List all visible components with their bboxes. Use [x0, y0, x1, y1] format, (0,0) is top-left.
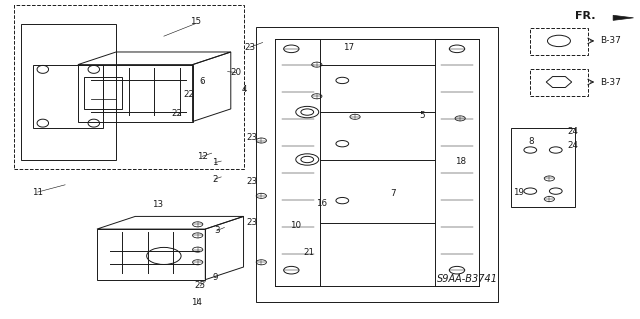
- Text: 21: 21: [303, 248, 315, 257]
- Polygon shape: [613, 15, 634, 20]
- Text: 13: 13: [152, 200, 163, 209]
- Text: 22: 22: [184, 90, 195, 99]
- Text: FR.: FR.: [575, 11, 595, 21]
- Text: 9: 9: [212, 273, 218, 282]
- Text: 3: 3: [214, 226, 220, 235]
- Text: 8: 8: [529, 137, 534, 146]
- Text: S9AA-B3741: S9AA-B3741: [437, 274, 499, 285]
- Text: 12: 12: [196, 152, 207, 161]
- Text: 24: 24: [568, 127, 579, 136]
- Text: 24: 24: [568, 141, 579, 150]
- Text: 19: 19: [513, 188, 524, 197]
- Text: 17: 17: [343, 43, 354, 52]
- Text: 20: 20: [230, 68, 241, 77]
- Text: 15: 15: [190, 18, 202, 26]
- Text: 5: 5: [419, 111, 425, 120]
- Text: 23: 23: [246, 218, 257, 227]
- Text: 25: 25: [195, 281, 206, 291]
- Text: 2: 2: [212, 174, 218, 184]
- Text: 22: 22: [171, 108, 182, 117]
- Text: 4: 4: [242, 85, 248, 94]
- Text: 23: 23: [244, 43, 255, 52]
- Text: 18: 18: [454, 157, 466, 166]
- Text: 23: 23: [246, 133, 257, 142]
- Text: 7: 7: [390, 189, 396, 198]
- Text: B-37: B-37: [600, 78, 621, 86]
- Text: 23: 23: [246, 177, 257, 186]
- Text: 14: 14: [191, 298, 202, 307]
- Text: 11: 11: [32, 188, 44, 197]
- Text: 16: 16: [316, 199, 327, 208]
- Text: 6: 6: [200, 77, 205, 85]
- Text: 1: 1: [212, 158, 218, 167]
- Text: B-37: B-37: [600, 36, 621, 45]
- Text: 10: 10: [290, 221, 301, 230]
